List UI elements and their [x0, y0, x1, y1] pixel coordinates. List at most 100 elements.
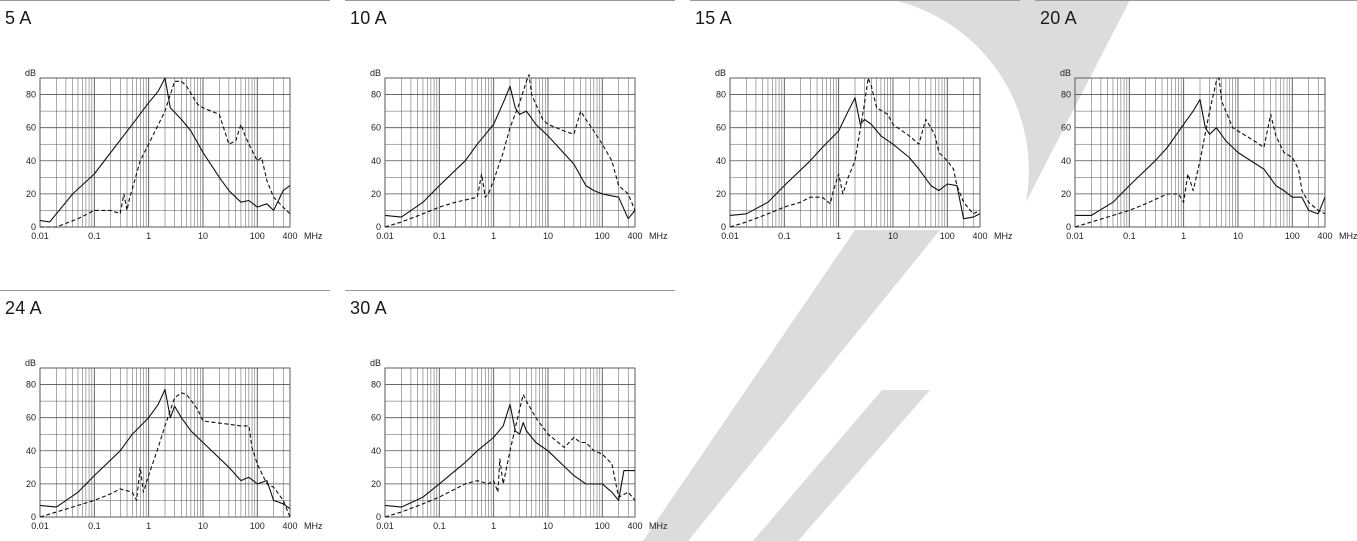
chart-plot: 0 20 40 60 80 dB 0.01 0.1 1 10 100 400 MHz: [25, 68, 323, 241]
chart-panel-5a: 5 A 0 20 40 60 80 dB 0.01 0.1 1 10 100 400 MHz: [0, 0, 330, 250]
x-tick-label: 100: [250, 231, 265, 241]
panel-divider: [1035, 0, 1357, 1]
solid-series-line: [39, 388, 291, 510]
x-tick-label: 0.01: [1066, 231, 1084, 241]
dashed-series-line: [39, 392, 291, 518]
y-tick-label: 0: [376, 512, 381, 522]
chart-panel-20a: 20 A 0 20 40 60 80 dB 0.01 0.1 1 10 100 400 MHz: [1035, 0, 1357, 250]
x-tick-label: 400: [972, 231, 987, 241]
y-tick-label: 0: [376, 222, 381, 232]
plot-frame: [729, 77, 981, 228]
x-tick-label: 10: [1233, 231, 1243, 241]
chart-title: 20 A: [1040, 8, 1077, 28]
x-tick-label: 400: [627, 521, 642, 531]
panel-divider: [345, 290, 675, 291]
dashed-series-line: [1074, 77, 1326, 228]
y-tick-label: 20: [716, 189, 726, 199]
y-tick-label: 40: [1061, 156, 1071, 166]
y-axis-label: dB: [25, 358, 36, 368]
x-tick-label: 0.01: [31, 521, 49, 531]
x-tick-label: 100: [595, 231, 610, 241]
x-tick-label: 100: [250, 521, 265, 531]
x-tick-label: 10: [198, 521, 208, 531]
x-tick-label: 1: [146, 231, 151, 241]
y-tick-label: 40: [716, 156, 726, 166]
plot-frame: [384, 367, 636, 518]
x-tick-label: 400: [282, 231, 297, 241]
x-tick-label: 0.1: [1123, 231, 1136, 241]
x-tick-label: 1: [491, 521, 496, 531]
x-tick-label: 0.01: [31, 231, 49, 241]
y-tick-label: 0: [1066, 222, 1071, 232]
y-tick-label: 60: [26, 123, 36, 133]
dashed-series-line: [729, 77, 981, 228]
chart-plot: 0 20 40 60 80 dB 0.01 0.1 1 10 100 400 MHz: [1060, 68, 1357, 241]
solid-series-line: [729, 97, 981, 220]
x-unit-label: MHz: [1339, 231, 1357, 241]
y-tick-label: 20: [1061, 189, 1071, 199]
x-tick-label: 10: [543, 521, 553, 531]
y-tick-label: 0: [31, 512, 36, 522]
x-tick-label: 10: [198, 231, 208, 241]
x-tick-label: 10: [543, 231, 553, 241]
y-tick-label: 40: [371, 446, 381, 456]
chart-title: 24 A: [5, 298, 42, 318]
y-tick-label: 0: [31, 222, 36, 232]
dashed-series-line: [384, 393, 636, 518]
plot-frame: [39, 367, 291, 518]
x-unit-label: MHz: [649, 521, 668, 531]
x-tick-label: 0.01: [376, 231, 394, 241]
x-unit-label: MHz: [994, 231, 1013, 241]
chart-plot: 0 20 40 60 80 dB 0.01 0.1 1 10 100 400 MHz: [370, 358, 668, 531]
x-tick-label: 1: [836, 231, 841, 241]
y-tick-label: 80: [371, 90, 381, 100]
y-tick-label: 80: [371, 380, 381, 390]
dashed-series-line: [384, 74, 636, 228]
y-tick-label: 60: [371, 413, 381, 423]
y-tick-label: 80: [26, 380, 36, 390]
panel-divider: [690, 0, 1020, 1]
chart-panel-24a: 24 A 0 20 40 60 80 dB 0.01 0.1 1 10 100 400 MHz: [0, 290, 330, 540]
y-tick-label: 0: [721, 222, 726, 232]
x-tick-label: 100: [1285, 231, 1300, 241]
x-tick-label: 400: [1317, 231, 1332, 241]
x-tick-label: 0.01: [721, 231, 739, 241]
y-tick-label: 60: [26, 413, 36, 423]
x-tick-label: 0.1: [433, 231, 446, 241]
x-tick-label: 1: [146, 521, 151, 531]
x-unit-label: MHz: [649, 231, 668, 241]
y-tick-label: 40: [26, 156, 36, 166]
x-tick-label: 0.1: [778, 231, 791, 241]
solid-series-line: [1075, 98, 1326, 216]
x-tick-label: 100: [940, 231, 955, 241]
x-tick-label: 400: [627, 231, 642, 241]
y-axis-label: dB: [1060, 68, 1071, 78]
plot-frame: [1074, 77, 1326, 228]
x-tick-label: 0.1: [88, 231, 101, 241]
chart-panel-30a: 30 A 0 20 40 60 80 dB 0.01 0.1 1 10 100 400 MHz: [345, 290, 675, 540]
y-axis-label: dB: [370, 68, 381, 78]
plot-frame: [384, 77, 636, 228]
chart-plot: 0 20 40 60 80 dB 0.01 0.1 1 10 100 400 MHz: [370, 68, 668, 241]
x-tick-label: 1: [1181, 231, 1186, 241]
dashed-series-line: [40, 80, 291, 228]
y-tick-label: 80: [716, 90, 726, 100]
x-tick-label: 0.01: [376, 521, 394, 531]
y-axis-label: dB: [370, 358, 381, 368]
panel-divider: [0, 290, 330, 291]
x-tick-label: 0.1: [433, 521, 446, 531]
y-tick-label: 20: [26, 479, 36, 489]
y-tick-label: 60: [371, 123, 381, 133]
watermark-bar-upper: [643, 230, 940, 541]
y-tick-label: 20: [26, 189, 36, 199]
chart-panel-15a: 15 A 0 20 40 60 80 dB 0.01 0.1 1 10 100 400 MHz: [690, 0, 1020, 250]
solid-series-line: [384, 85, 636, 220]
x-tick-label: 100: [595, 521, 610, 531]
y-tick-label: 20: [371, 189, 381, 199]
panel-divider: [345, 0, 675, 1]
chart-panel-10a: 10 A 0 20 40 60 80 dB 0.01 0.1 1 10 100 400 MHz: [345, 0, 675, 250]
watermark-bar-lower: [753, 390, 930, 541]
x-tick-label: 1: [491, 231, 496, 241]
chart-title: 30 A: [350, 298, 387, 318]
chart-title: 10 A: [350, 8, 387, 28]
